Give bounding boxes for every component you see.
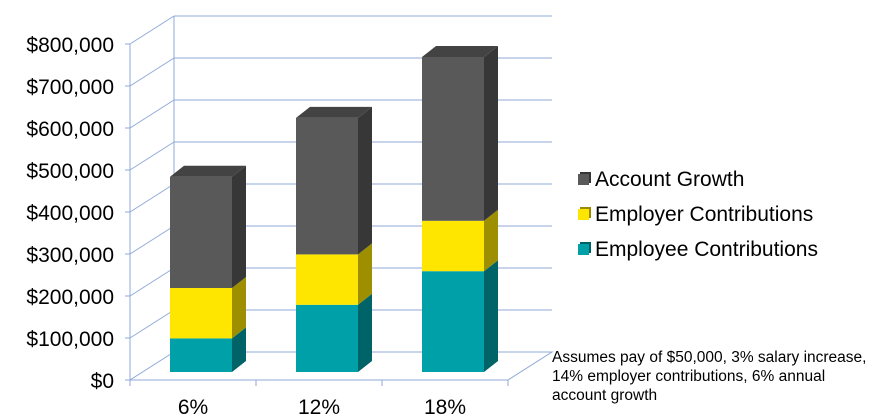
- y-tick-label: $100,000: [26, 328, 114, 351]
- bar-account-growth-front: [296, 117, 358, 255]
- x-tick-label: 12%: [298, 396, 340, 417]
- bar-account-growth-top: [296, 106, 372, 118]
- gridline-diagonal: [129, 141, 175, 171]
- bar-employee-contributions-front: [296, 304, 358, 372]
- bar-employee-contributions-side: [232, 327, 246, 372]
- bar-account-growth-front: [422, 57, 484, 221]
- bar-employer-contributions-side: [484, 209, 498, 272]
- bar-account-growth-side: [484, 46, 498, 221]
- gridline-diagonal: [129, 225, 175, 255]
- gridline-diagonal: [129, 99, 175, 129]
- bar-account-growth-side: [232, 165, 246, 288]
- legend-label: Employee Contributions: [595, 237, 818, 261]
- legend-item: Employee Contributions: [578, 232, 818, 267]
- legend-item: Account Growth: [578, 162, 818, 197]
- bar-employer-contributions-front: [422, 220, 484, 272]
- y-tick-label: $0: [91, 370, 114, 393]
- gridline-diagonal: [129, 183, 175, 213]
- gridline-diagonal: [129, 15, 175, 45]
- bar-employee-contributions-side: [484, 260, 498, 372]
- bar-employer-contributions-front: [170, 288, 232, 339]
- bar-account-growth-top: [422, 46, 498, 57]
- bar-employee-contributions-front: [170, 338, 232, 372]
- bar-employer-contributions-side: [358, 243, 372, 305]
- y-tick-label: $300,000: [26, 244, 114, 267]
- x-tick-label: 6%: [178, 396, 208, 417]
- bar-account-growth-side: [358, 106, 372, 255]
- y-tick-label: $800,000: [26, 34, 114, 57]
- legend-label: Account Growth: [595, 167, 745, 191]
- bar-employee-contributions-front: [422, 271, 484, 372]
- bar-account-growth-top: [170, 165, 246, 177]
- y-tick-label: $700,000: [26, 76, 114, 99]
- legend-swatch: [578, 209, 589, 220]
- gridline-diagonal: [129, 57, 175, 87]
- legend-swatch: [578, 244, 589, 255]
- bar-employee-contributions-side: [358, 293, 372, 372]
- y-tick-label: $600,000: [26, 118, 114, 141]
- y-tick-label: $400,000: [26, 202, 114, 225]
- y-tick-label: $200,000: [26, 286, 114, 309]
- gridline-diagonal: [129, 309, 175, 339]
- legend-swatch: [578, 174, 589, 185]
- chart-legend: Account Growth Employer Contributions Empl…: [578, 162, 818, 267]
- gridline-diagonal: [129, 267, 175, 297]
- bar-account-growth-front: [170, 176, 232, 288]
- y-tick-label: $500,000: [26, 160, 114, 183]
- bar-employer-contributions-front: [296, 254, 358, 305]
- bar-employer-contributions-side: [232, 277, 246, 339]
- legend-label: Employer Contributions: [595, 202, 814, 226]
- x-tick-label: 18%: [424, 396, 466, 417]
- assumptions-note: Assumes pay of $50,000, 3% salary increa…: [552, 349, 867, 404]
- legend-item: Employer Contributions: [578, 197, 818, 232]
